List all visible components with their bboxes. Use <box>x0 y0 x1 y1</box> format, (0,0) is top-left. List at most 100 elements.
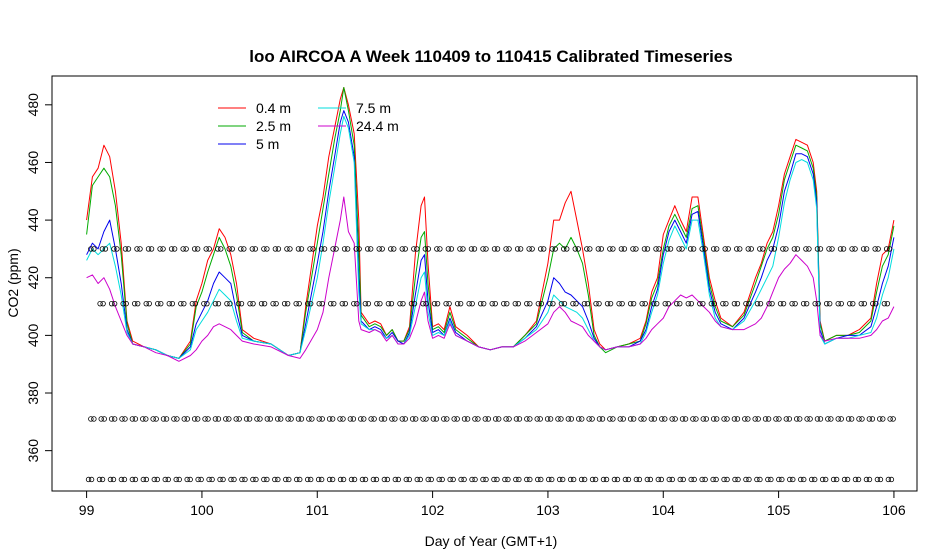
marker-point <box>653 246 659 252</box>
marker-point <box>501 300 507 307</box>
marker-point <box>264 416 271 422</box>
marker-point <box>371 416 377 422</box>
y-tick-label: 380 <box>25 381 41 405</box>
marker-point <box>395 476 402 483</box>
marker-point <box>444 416 450 422</box>
marker-point <box>745 416 751 422</box>
marker-point <box>622 476 629 483</box>
marker-point <box>160 416 167 422</box>
marker-point <box>239 476 245 483</box>
marker-point <box>592 476 599 483</box>
marker-point <box>829 246 835 252</box>
marker-point <box>537 416 543 422</box>
marker-point <box>119 416 125 422</box>
marker-point <box>690 246 697 252</box>
marker-point <box>644 476 651 483</box>
marker-point <box>636 476 643 483</box>
marker-point <box>713 476 719 483</box>
marker-point <box>121 476 128 483</box>
marker-point <box>122 416 128 422</box>
marker-point <box>295 246 302 252</box>
marker-point <box>779 476 785 483</box>
x-tick-label: 106 <box>882 502 906 518</box>
marker-point <box>341 246 348 252</box>
marker-point <box>495 416 502 422</box>
marker-point <box>589 476 596 483</box>
marker-point <box>168 246 175 252</box>
marker-point <box>556 476 563 483</box>
marker-point <box>806 246 812 252</box>
marker-point <box>699 246 705 252</box>
marker-point <box>348 476 355 483</box>
marker-point <box>485 416 492 422</box>
marker-point <box>205 416 211 422</box>
marker-point <box>321 246 328 252</box>
marker-point <box>745 246 751 252</box>
marker-point <box>494 476 500 483</box>
marker-point <box>890 416 896 422</box>
marker-point <box>711 300 718 307</box>
marker-point <box>454 416 460 422</box>
marker-point <box>537 246 544 252</box>
marker-point <box>388 246 394 252</box>
marker-point <box>760 246 766 252</box>
marker-point <box>766 300 772 307</box>
marker-point <box>883 246 890 252</box>
marker-point <box>441 416 447 422</box>
marker-point <box>477 300 484 307</box>
marker-point <box>337 476 344 483</box>
marker-point <box>610 416 616 422</box>
marker-point <box>547 416 554 422</box>
marker-point <box>527 416 533 422</box>
marker-point <box>250 476 256 483</box>
marker-point <box>875 246 881 252</box>
marker-point <box>614 476 621 483</box>
marker-point <box>191 416 198 422</box>
marker-point <box>872 246 878 252</box>
marker-point <box>599 416 606 422</box>
marker-point <box>344 246 351 252</box>
marker-point <box>858 300 864 307</box>
marker-point <box>639 300 645 307</box>
y-tick-label: 400 <box>25 324 41 348</box>
marker-point <box>516 476 522 483</box>
marker-point <box>703 416 709 422</box>
marker-point <box>165 476 171 483</box>
y-tick-label: 480 <box>25 93 41 117</box>
marker-point <box>743 300 749 307</box>
marker-point <box>748 246 754 252</box>
marker-point <box>593 300 599 307</box>
marker-point <box>99 246 106 252</box>
marker-point <box>604 300 611 307</box>
marker-point <box>513 476 519 483</box>
marker-point <box>596 300 602 307</box>
marker-point <box>275 246 282 252</box>
marker-point <box>848 416 855 422</box>
marker-point <box>564 246 570 252</box>
marker-point <box>100 300 106 307</box>
marker-point <box>154 476 160 483</box>
marker-point <box>863 476 870 483</box>
series-line-4 <box>86 196 895 362</box>
marker-point <box>88 416 94 422</box>
marker-point <box>884 300 891 307</box>
marker-point <box>293 300 299 307</box>
marker-point <box>514 246 521 252</box>
marker-point <box>549 476 555 483</box>
marker-point <box>411 246 417 252</box>
marker-point <box>120 300 126 307</box>
marker-point <box>381 416 388 422</box>
marker-point <box>572 246 578 252</box>
marker-point <box>852 476 859 483</box>
marker-point <box>423 300 429 307</box>
marker-point <box>538 476 544 483</box>
marker-point <box>722 246 728 252</box>
marker-point <box>700 416 706 422</box>
marker-point <box>619 300 625 307</box>
marker-point <box>491 476 497 483</box>
marker-point <box>108 300 115 307</box>
marker-point <box>699 476 705 483</box>
marker-point <box>434 246 440 252</box>
marker-point <box>85 476 92 483</box>
marker-point <box>561 300 568 307</box>
